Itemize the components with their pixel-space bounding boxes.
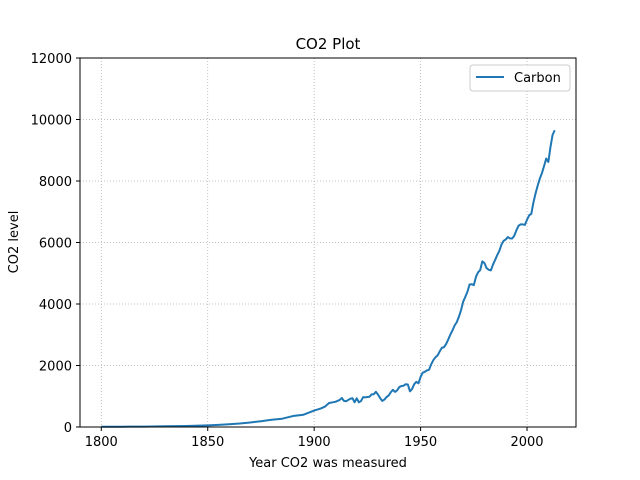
y-tick-label: 6000	[39, 237, 72, 252]
legend: Carbon	[469, 64, 571, 92]
x-tick-label: 1850	[191, 435, 224, 450]
x-tick-label: 1950	[404, 435, 437, 450]
y-axis-label: CO2 level	[7, 211, 22, 274]
legend-label-carbon: Carbon	[514, 71, 561, 86]
series-lines	[101, 129, 556, 428]
y-tick-label: 2000	[39, 360, 72, 375]
chart-title: CO2 Plot	[296, 35, 361, 53]
y-tick-label: 12000	[31, 52, 72, 67]
y-tick-label: 8000	[39, 175, 72, 190]
y-axis-ticks: 0 2000 4000 6000 8000 10000 12000	[31, 52, 80, 436]
x-tick-label: 1900	[298, 435, 331, 450]
series-line-carbon	[101, 129, 556, 428]
y-tick-label: 0	[64, 421, 72, 436]
x-tick-label: 2000	[510, 435, 543, 450]
y-tick-label: 4000	[39, 298, 72, 313]
x-tick-label: 1800	[85, 435, 118, 450]
legend-box	[469, 64, 571, 92]
y-tick-label: 10000	[31, 114, 72, 129]
x-axis-ticks: 1800 1850 1900 1950 2000	[85, 427, 544, 450]
x-axis-label: Year CO2 was measured	[248, 456, 407, 471]
